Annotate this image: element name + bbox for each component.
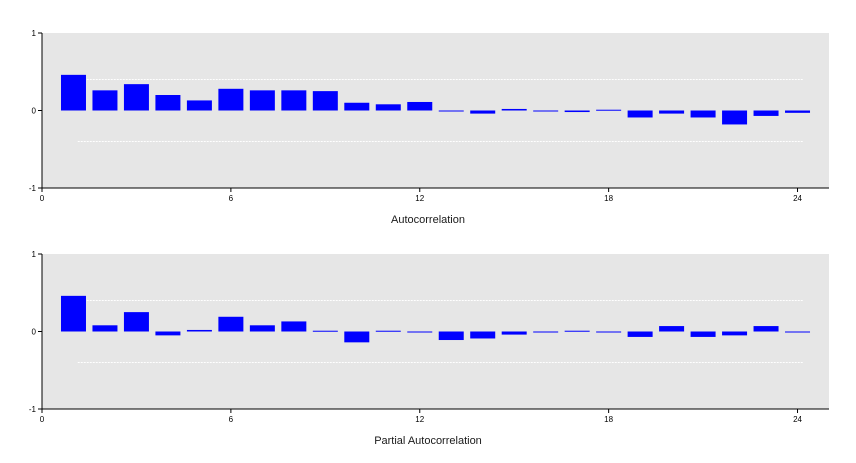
pacf-bar-lag-17 [564, 330, 590, 332]
pacf-bar-lag-15 [501, 331, 527, 335]
acf-bar-lag-22 [722, 110, 748, 125]
acf-bar-lag-7 [249, 90, 275, 111]
pacf-bar-lag-13 [438, 331, 464, 341]
pacf-bar-lag-5 [186, 329, 212, 332]
pacf-bar-lag-4 [155, 331, 181, 336]
acf-bar-lag-3 [123, 84, 149, 111]
pacf-bar-lag-16 [533, 331, 559, 333]
acf-bar-lag-15 [501, 108, 527, 111]
acf-bar-lag-6 [218, 88, 244, 111]
acf-bar-lag-14 [470, 110, 496, 114]
pacf-bar-lag-7 [249, 325, 275, 332]
acf-bar-lag-17 [564, 110, 590, 113]
acf-x-tick-label: 0 [40, 194, 45, 203]
acf-bar-lag-9 [312, 91, 338, 111]
acf-bar-lag-10 [344, 102, 370, 111]
pacf-bar-lag-8 [281, 321, 307, 332]
pacf-bar-lag-18 [596, 331, 622, 333]
pacf-bar-lag-24 [785, 331, 811, 333]
pacf-bar-lag-21 [690, 331, 716, 337]
pacf-x-tick-label: 0 [40, 415, 45, 424]
pacf-bar-lag-11 [375, 330, 401, 332]
acf-bar-lag-8 [281, 90, 307, 111]
acf-bar-lag-24 [785, 110, 811, 113]
pacf-bar-lag-14 [470, 331, 496, 339]
acf-bar-lag-16 [533, 110, 559, 112]
pacf-bar-lag-23 [753, 326, 779, 332]
acf-bar-lag-20 [659, 110, 685, 114]
pacf-bar-lag-12 [407, 331, 433, 333]
pacf-x-tick-label: 12 [415, 415, 424, 424]
pacf-x-tick-label: 18 [604, 415, 613, 424]
acf-x-tick-label: 12 [415, 194, 424, 203]
pacf-bar-lag-19 [627, 331, 653, 337]
pacf-bar-lag-10 [344, 331, 370, 343]
pacf-y-tick-label: -1 [29, 405, 37, 414]
acf-chart-title: Autocorrelation [391, 214, 465, 226]
pacf-bar-lag-3 [123, 312, 149, 332]
acf-bar-lag-5 [186, 100, 212, 111]
pacf-bar-lag-1 [60, 295, 86, 332]
pacf-bar-lag-6 [218, 316, 244, 332]
pacf-x-tick-label: 6 [229, 415, 234, 424]
acf-bar-lag-4 [155, 95, 181, 111]
pacf-bar-lag-9 [312, 330, 338, 332]
acf-bar-lag-21 [690, 110, 716, 118]
acf-x-tick-label: 6 [229, 194, 234, 203]
acf-bar-lag-12 [407, 101, 433, 111]
acf-y-tick-label: 0 [32, 107, 37, 116]
acf-y-tick-label: -1 [29, 184, 37, 193]
pacf-x-tick-label: 24 [793, 415, 802, 424]
acf-bar-lag-2 [92, 90, 118, 111]
pacf-y-tick-label: 0 [32, 328, 37, 337]
acf-bar-lag-19 [627, 110, 653, 118]
acf-bar-lag-18 [596, 109, 622, 111]
acf-y-tick-label: 1 [32, 29, 37, 38]
acf-bar-lag-13 [438, 110, 464, 112]
pacf-chart-title: Partial Autocorrelation [374, 435, 482, 447]
acf-bar-lag-23 [753, 110, 779, 116]
pacf-y-tick-label: 1 [32, 250, 37, 259]
pacf-bar-lag-20 [659, 326, 685, 332]
acf-x-tick-label: 24 [793, 194, 802, 203]
pacf-bar-lag-22 [722, 331, 748, 336]
acf-bar-lag-11 [375, 104, 401, 111]
pacf-bar-lag-2 [92, 325, 118, 332]
acf-bar-lag-1 [60, 74, 86, 111]
acf-x-tick-label: 18 [604, 194, 613, 203]
